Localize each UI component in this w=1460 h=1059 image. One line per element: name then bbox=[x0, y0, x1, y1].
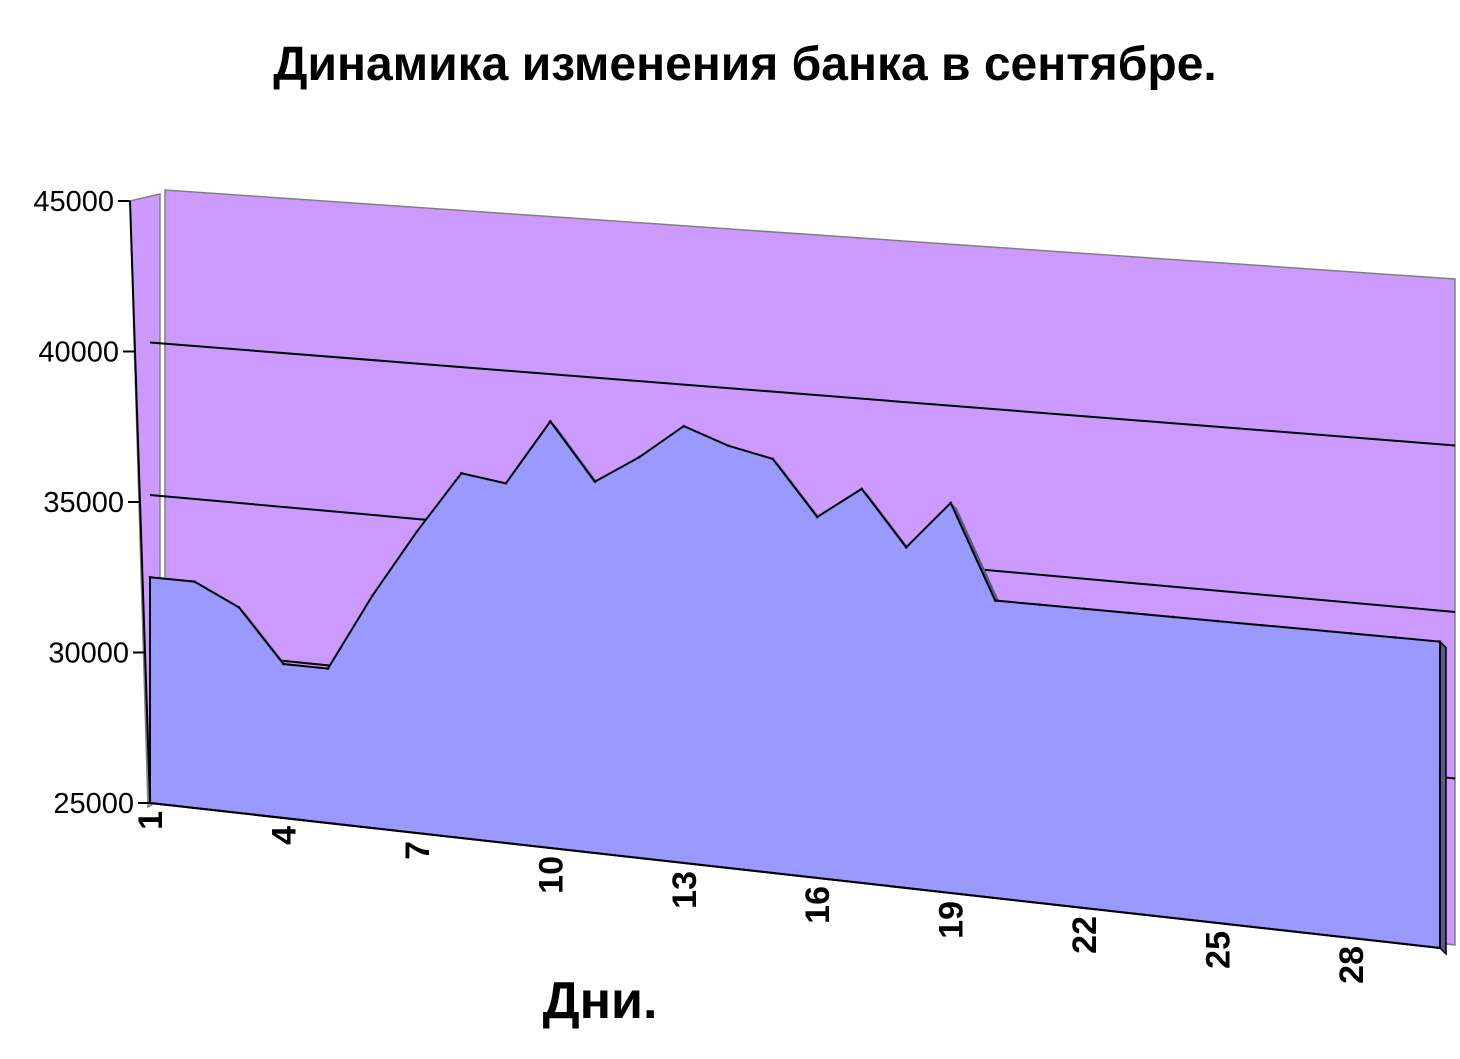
x-axis-group: 1 4 7 10 13 16 19 22 25 28 bbox=[132, 802, 1441, 984]
gridline-40000 bbox=[149, 341, 1456, 447]
y-tick-label: 30000 bbox=[48, 638, 129, 670]
data-point-day-9 bbox=[504, 481, 508, 485]
x-tick-label: 7 bbox=[399, 841, 437, 860]
data-point-day-23 bbox=[1127, 611, 1131, 615]
data-point-day-21 bbox=[1038, 603, 1042, 607]
data-point-day-28 bbox=[1349, 631, 1353, 635]
x-tick-label: 16 bbox=[799, 886, 837, 924]
data-point-day-3 bbox=[237, 605, 241, 609]
data-point-day-30 bbox=[1438, 640, 1442, 644]
data-point-day-10 bbox=[548, 419, 552, 423]
data-point-day-1 bbox=[148, 575, 152, 579]
data-point-day-26 bbox=[1260, 623, 1264, 627]
data-point-day-7 bbox=[415, 530, 419, 534]
y-tick-label: 45000 bbox=[33, 186, 114, 218]
data-point-day-17 bbox=[860, 487, 864, 491]
data-point-day-12 bbox=[637, 455, 641, 459]
data-point-day-27 bbox=[1305, 627, 1309, 631]
data-point-day-22 bbox=[1082, 607, 1086, 611]
data-point-day-15 bbox=[771, 457, 775, 461]
x-axis-line bbox=[149, 802, 1441, 949]
area-series-group bbox=[148, 419, 1448, 956]
x-axis-label: Дни. bbox=[543, 972, 658, 1030]
data-point-day-2 bbox=[192, 580, 196, 584]
data-point-day-18 bbox=[904, 545, 908, 549]
y-tick-label: 35000 bbox=[43, 487, 124, 519]
data-point-day-11 bbox=[593, 480, 597, 484]
x-tick-label: 19 bbox=[933, 901, 971, 939]
data-point-day-4 bbox=[281, 662, 285, 666]
x-tick-label: 13 bbox=[666, 871, 704, 909]
data-point-day-20 bbox=[993, 599, 997, 603]
data-point-day-5 bbox=[326, 667, 330, 671]
data-point-day-13 bbox=[682, 424, 686, 428]
data-point-day-19 bbox=[949, 501, 953, 505]
data-point-day-24 bbox=[1171, 615, 1175, 619]
data-point-day-25 bbox=[1216, 619, 1220, 623]
data-point-day-14 bbox=[726, 444, 730, 448]
y-tick-label: 25000 bbox=[53, 788, 134, 820]
data-point-day-6 bbox=[370, 594, 374, 598]
y-tick-label: 40000 bbox=[38, 337, 119, 369]
x-tick-label: 22 bbox=[1066, 916, 1104, 954]
data-point-day-29 bbox=[1394, 636, 1398, 640]
x-tick-label: 10 bbox=[532, 856, 570, 894]
x-tick-label: 4 bbox=[265, 826, 303, 845]
y-axis-group: 25000 30000 35000 40000 45000 bbox=[33, 186, 151, 820]
chart-title: Динамика изменения банка в сентябре. bbox=[273, 38, 1217, 91]
x-tick-label: 28 bbox=[1333, 946, 1371, 984]
data-point-day-8 bbox=[459, 471, 463, 475]
x-tick-label: 25 bbox=[1200, 931, 1238, 969]
data-point-day-16 bbox=[815, 515, 819, 519]
x-tick-label: 1 bbox=[132, 811, 170, 830]
